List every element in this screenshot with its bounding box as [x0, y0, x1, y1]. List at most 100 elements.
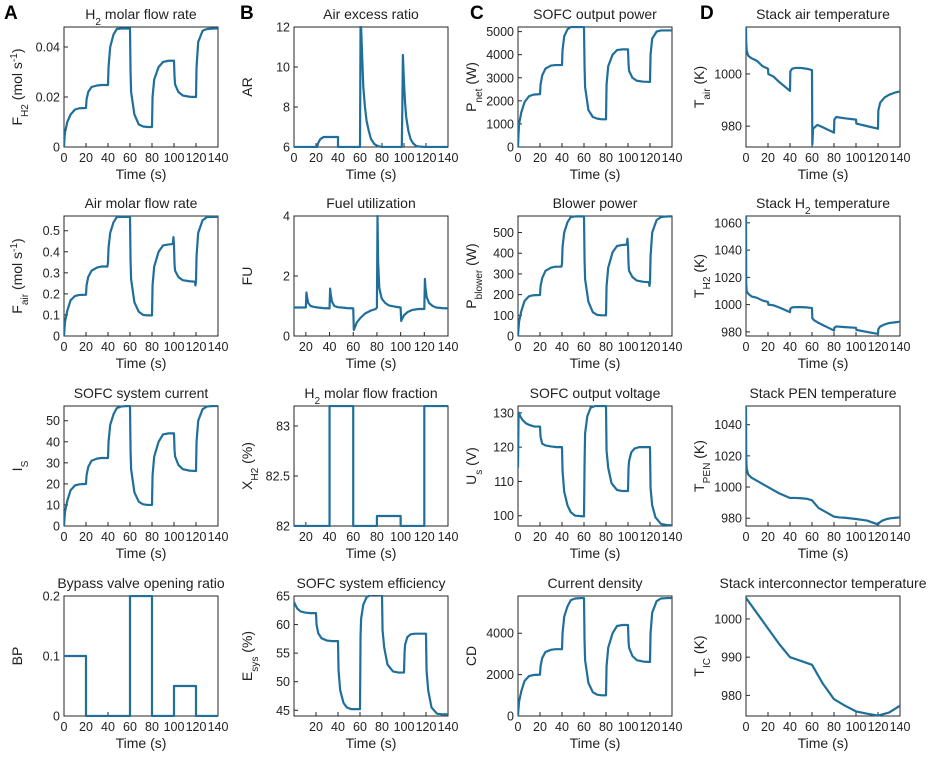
- x-axis-label: Time (s): [798, 735, 849, 751]
- x-tick-label: 0: [61, 720, 68, 734]
- y-tick-label: 0: [283, 330, 290, 344]
- y-tick-label: 4000: [486, 627, 514, 641]
- y-axis-label-part: BP: [9, 647, 25, 666]
- y-axis-label: BP: [9, 647, 25, 666]
- x-tick-label: 140: [662, 151, 683, 165]
- x-tick-label: 40: [101, 151, 115, 165]
- x-tick-label: 0: [291, 151, 298, 165]
- y-axis-label: IS: [9, 460, 31, 471]
- panel-letter-b: B: [240, 3, 254, 24]
- y-axis-label-part: F: [9, 305, 25, 314]
- y-axis-label-part: (%): [239, 442, 255, 468]
- chart-title-part: 2: [95, 17, 101, 28]
- plot-frame: [293, 405, 449, 527]
- chart-title-part: Current density: [548, 575, 643, 591]
- x-tick-label: 100: [390, 530, 411, 544]
- x-tick-label: 80: [375, 151, 389, 165]
- chart-fair: 0 20 40 60 80 100 120 140 0 0.1 0.2 0.3 0.4 0.5 Air mo…: [9, 195, 229, 371]
- x-tick-label: 120: [186, 151, 207, 165]
- y-axis-label-part: (mol s: [9, 252, 25, 294]
- x-tick-label: 0: [61, 530, 68, 544]
- chart-title-part: Stack air temperature: [756, 6, 890, 22]
- x-tick-label: 40: [783, 151, 797, 165]
- x-axis-label: Time (s): [116, 166, 167, 182]
- y-axis-label-part: CD: [463, 646, 479, 666]
- x-tick-label: 40: [331, 151, 345, 165]
- y-tick-label: 55: [276, 647, 290, 661]
- x-tick-label: 80: [375, 720, 389, 734]
- x-tick-label: 20: [533, 151, 547, 165]
- y-axis-label-part: sys: [250, 657, 261, 672]
- x-tick-label: 20: [79, 530, 93, 544]
- y-axis-label-part: S: [20, 460, 31, 467]
- x-tick-label: 80: [599, 530, 613, 544]
- y-tick-label: 5000: [486, 25, 514, 39]
- chart-tpen: 0 20 40 60 80 100 120 140 980 1000 1020 1040 Stack P…: [691, 385, 910, 561]
- x-tick-label: 40: [323, 530, 337, 544]
- x-axis-label: Time (s): [798, 545, 849, 561]
- x-tick-label: 140: [438, 530, 459, 544]
- y-tick-label: 6: [283, 141, 290, 155]
- y-axis-label-part: air: [702, 88, 713, 100]
- chart-title-part: 2: [805, 206, 811, 217]
- x-tick-label: 40: [323, 340, 337, 354]
- y-axis-label-part: (K): [691, 440, 707, 463]
- chart-title: SOFC output voltage: [530, 385, 661, 401]
- chart-title: Air molar flow rate: [85, 195, 198, 211]
- y-axis-label-part: H2: [702, 276, 713, 289]
- y-tick-label: 10: [46, 498, 60, 512]
- y-tick-label: 0.3: [43, 266, 60, 280]
- y-tick-label: 0.2: [43, 590, 60, 604]
- x-tick-label: 80: [145, 151, 159, 165]
- chart-title-part: Bypass valve opening ratio: [57, 575, 225, 591]
- x-tick-label: 120: [186, 530, 207, 544]
- x-tick-label: 40: [331, 720, 345, 734]
- x-tick-label: 60: [353, 151, 367, 165]
- series-line: [64, 595, 218, 717]
- y-tick-label: 400: [493, 247, 514, 261]
- y-axis-label-part: (K): [691, 254, 707, 277]
- chart-pnet: 0 20 40 60 80 100 120 140 0 1000 2000 3000 4000 5000 S…: [463, 6, 682, 182]
- x-tick-label: 20: [299, 340, 313, 354]
- x-tick-label: 80: [827, 530, 841, 544]
- y-axis-label-part: net: [474, 88, 485, 102]
- series-line: [294, 595, 448, 716]
- x-tick-label: 140: [890, 151, 911, 165]
- x-axis-label: Time (s): [346, 355, 397, 371]
- y-tick-label: 50: [46, 414, 60, 428]
- series-line: [294, 215, 448, 332]
- y-axis-label: Tair (K): [691, 66, 713, 108]
- y-tick-label: 1000: [486, 117, 514, 131]
- x-tick-label: 20: [79, 340, 93, 354]
- chart-title: Stack H2 temperature: [756, 195, 890, 217]
- chart-title-part: Stack H: [756, 195, 805, 211]
- plot-frame: [517, 26, 673, 148]
- y-axis-label-part: T: [691, 289, 707, 298]
- y-tick-label: 1020: [714, 449, 742, 463]
- chart-cd: 0 20 40 60 80 100 120 140 0 2000 4000 Current densi…: [463, 575, 682, 751]
- x-tick-label: 80: [145, 720, 159, 734]
- x-tick-label: 0: [61, 151, 68, 165]
- chart-title: Air excess ratio: [323, 6, 419, 22]
- chart-title-part: H: [304, 385, 314, 401]
- x-tick-label: 40: [783, 530, 797, 544]
- x-tick-label: 60: [577, 340, 591, 354]
- series-line: [518, 26, 672, 148]
- y-tick-label: 1020: [714, 271, 742, 285]
- x-tick-label: 40: [101, 340, 115, 354]
- y-tick-label: 100: [493, 509, 514, 523]
- y-axis-label-part: ): [9, 238, 25, 243]
- y-axis-label-part: (mol s: [9, 62, 25, 104]
- series-line: [518, 596, 672, 717]
- x-tick-label: 40: [555, 720, 569, 734]
- y-axis-label-part: T: [691, 99, 707, 108]
- x-tick-label: 40: [101, 720, 115, 734]
- chart-title-part: molar flow rate: [101, 6, 197, 22]
- y-axis-label: FH2 (mol s-1): [9, 48, 31, 125]
- y-axis-label-part: P: [463, 299, 479, 308]
- y-tick-label: 980: [721, 689, 742, 703]
- chart-title-part: Air molar flow rate: [85, 195, 198, 211]
- x-tick-label: 120: [414, 340, 435, 354]
